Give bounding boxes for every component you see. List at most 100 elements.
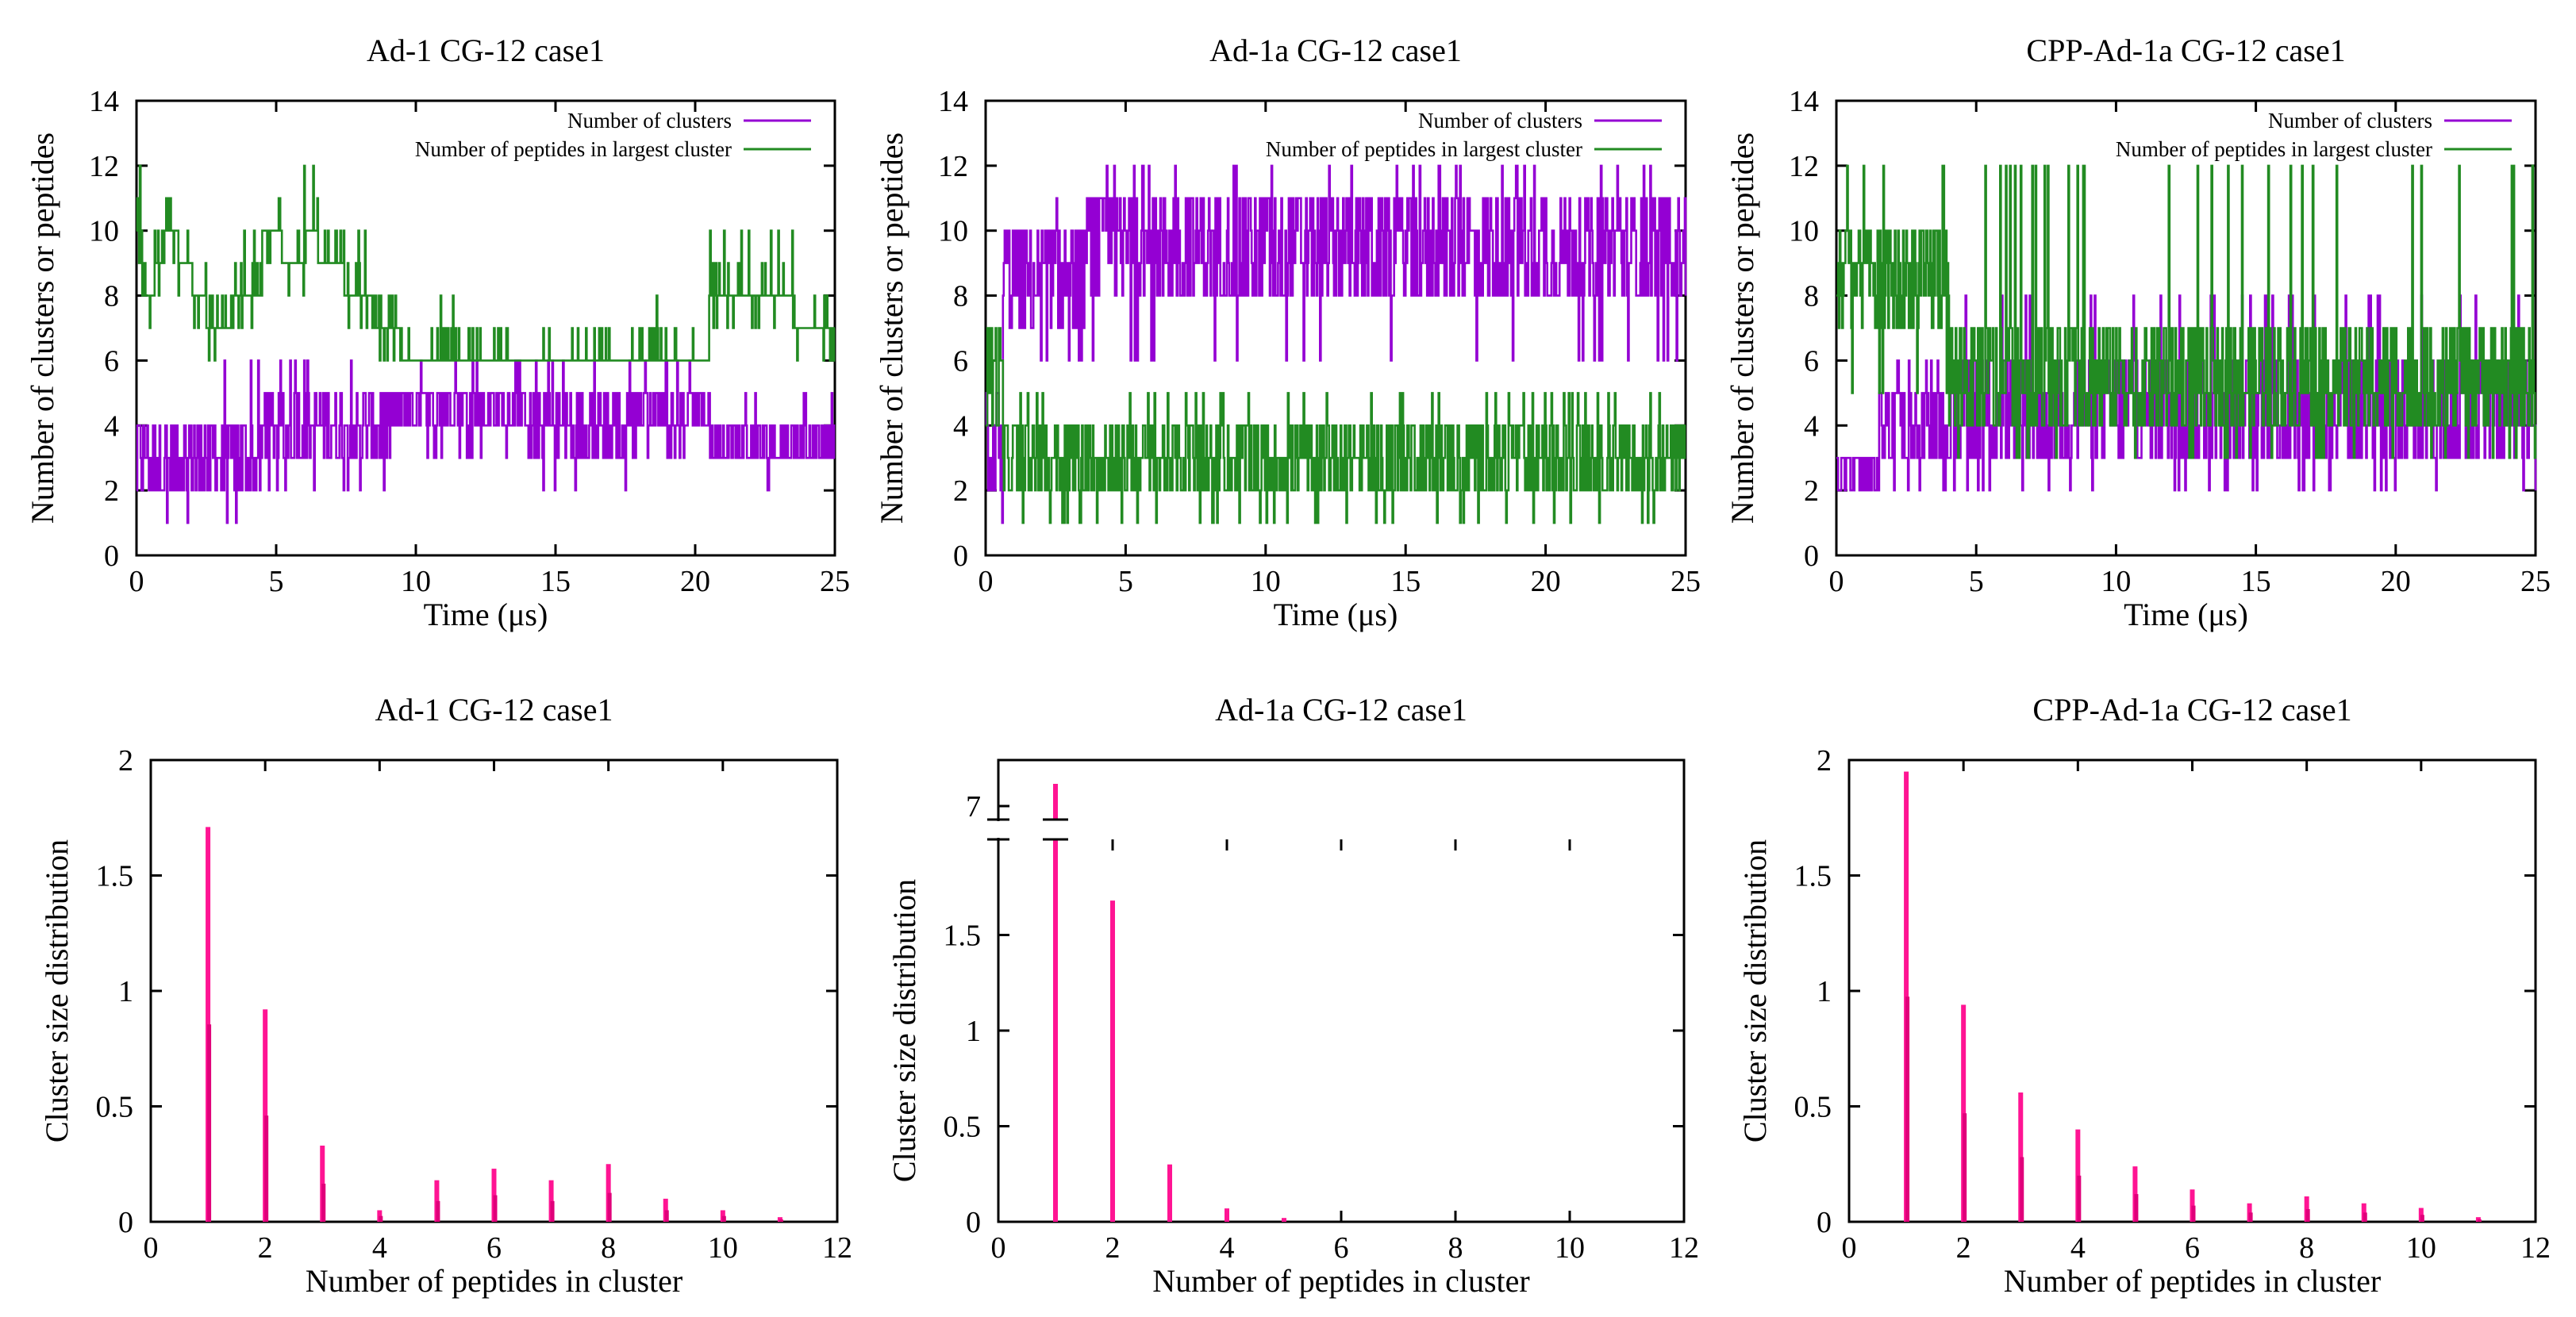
y-axis-label: Number of clusters or peptides <box>874 132 909 524</box>
x-tick-label: 6 <box>486 1231 502 1265</box>
y-tick-label: 8 <box>1804 280 1819 313</box>
y-tick-label: 10 <box>1789 215 1819 248</box>
bar-shade <box>321 1183 326 1222</box>
y-tick-label: 12 <box>1789 150 1819 183</box>
bar <box>1053 839 1058 1222</box>
bar-shade <box>2134 1194 2139 1222</box>
bar-shade <box>2020 1157 2024 1222</box>
chart-panel-3: CPP-Ad-1a CG-12 case1 0 5 10 15 20 25 0 2 4 6 8 10 12… <box>1724 33 2551 632</box>
y-tick-label: 4 <box>104 409 119 443</box>
bar-shade <box>607 1192 612 1222</box>
bar-shade <box>2477 1219 2482 1222</box>
x-tick-label: 2 <box>1956 1231 1971 1265</box>
y-tick-label: 1 <box>1817 975 1832 1008</box>
y-tick-label: 14 <box>89 85 119 118</box>
y-tick-label: 0 <box>966 1206 981 1239</box>
x-axis-label: Time (μs) <box>1274 597 1398 632</box>
y-tick-label: 0.5 <box>96 1091 134 1124</box>
plot-frame <box>984 99 1687 557</box>
x-tick-label: 0 <box>1842 1231 1857 1265</box>
x-tick-label: 8 <box>601 1231 616 1265</box>
chart-panel-5: Ad-1a CG-12 case1 0 2 4 6 8 10 12 0 0.5 1 1.5 Number… <box>886 692 1699 1299</box>
y-tick-label: 6 <box>104 344 119 378</box>
y-tick-label: 1 <box>118 975 133 1008</box>
axis-break-gap <box>994 821 1003 838</box>
chart-title: CPP-Ad-1a CG-12 case1 <box>2032 692 2351 728</box>
y-tick-label: 1.5 <box>96 860 134 893</box>
x-tick-label: 0 <box>144 1231 159 1265</box>
bar-shade <box>493 1195 498 1222</box>
y-tick-label: 2 <box>953 474 968 508</box>
bar-shade <box>2363 1212 2367 1222</box>
series-line <box>986 327 1686 524</box>
y-axis-label: Cluster size distribution <box>886 879 922 1182</box>
series-line <box>1836 164 2537 459</box>
y-tick-label: 2 <box>104 474 119 508</box>
x-tick-label: 10 <box>2101 565 2131 598</box>
y-tick-label: 0 <box>1804 539 1819 573</box>
x-tick-label: 10 <box>708 1231 738 1265</box>
x-axis-label: Time (μs) <box>424 597 548 632</box>
x-tick-label: 5 <box>269 565 284 598</box>
chart-panel-2: Ad-1a CG-12 case1 0 5 10 15 20 25 0 2 4 6 8 10 12 14 Ti… <box>874 33 1701 632</box>
bar-shade <box>379 1215 383 1222</box>
bar-shade <box>1905 996 1910 1222</box>
y-tick-label: 0 <box>953 539 968 573</box>
chart-title: Ad-1a CG-12 case1 <box>1215 692 1467 728</box>
y-tick-label: 4 <box>953 409 968 443</box>
chart-panel-4: Ad-1 CG-12 case1 0 2 4 6 8 10 12 0 0.5 1 1.5 2 Number… <box>39 692 852 1299</box>
y-tick-label-break: 7 <box>966 790 981 824</box>
y-tick-label: 6 <box>1804 344 1819 378</box>
x-tick-label: 8 <box>2299 1231 2314 1265</box>
y-tick-label: 10 <box>938 215 968 248</box>
plot-frame <box>1835 99 2537 557</box>
y-tick-label: 0.5 <box>944 1111 982 1144</box>
y-tick-label: 8 <box>953 280 968 313</box>
bar-shade <box>2305 1208 2310 1222</box>
chart-panel-1: Ad-1 CG-12 case1 0 5 10 15 20 25 0 2 4 6 8 10 12 14 Tim… <box>25 33 850 632</box>
y-axis-label: Cluster size distribution <box>39 839 75 1142</box>
x-tick-label: 8 <box>1448 1231 1463 1265</box>
x-tick-label: 25 <box>820 565 850 598</box>
y-axis-label: Cluster size distribution <box>1737 839 1773 1142</box>
x-tick-label: 0 <box>1829 565 1844 598</box>
chart-title: CPP-Ad-1a CG-12 case1 <box>2026 33 2345 68</box>
bar-shade <box>2191 1205 2196 1222</box>
x-tick-label: 12 <box>1669 1231 1699 1265</box>
bar-shade <box>721 1215 726 1222</box>
bar-shade <box>2420 1215 2424 1222</box>
legend-label: Number of peptides in largest cluster <box>2116 137 2432 161</box>
x-tick-label: 6 <box>2185 1231 2200 1265</box>
x-axis-label: Time (μs) <box>2124 597 2248 632</box>
bar-shade <box>2248 1212 2253 1222</box>
x-tick-label: 10 <box>401 565 431 598</box>
bar-shade <box>264 1115 269 1222</box>
y-tick-label: 2 <box>1817 744 1832 778</box>
bar-shade <box>436 1200 440 1222</box>
bar-upper <box>1053 784 1058 820</box>
x-tick-label: 2 <box>1105 1231 1121 1265</box>
plot-frame <box>997 758 1686 1223</box>
bar <box>1282 1218 1286 1222</box>
y-tick-label: 10 <box>89 215 119 248</box>
x-tick-label: 2 <box>258 1231 273 1265</box>
legend-label: Number of clusters <box>567 109 732 132</box>
x-tick-label: 6 <box>1334 1231 1349 1265</box>
y-tick-label: 1.5 <box>944 920 982 953</box>
y-tick-label: 14 <box>938 85 968 118</box>
x-tick-label: 15 <box>2241 565 2271 598</box>
y-tick-label: 2 <box>1804 474 1819 508</box>
y-tick-label: 1 <box>966 1015 981 1048</box>
bar-break-gap <box>1041 821 1070 838</box>
chart-title: Ad-1 CG-12 case1 <box>367 33 605 68</box>
y-tick-label: 8 <box>104 280 119 313</box>
x-axis-label: Number of peptides in cluster <box>2004 1263 2381 1299</box>
chart-title: Ad-1a CG-12 case1 <box>1209 33 1462 68</box>
x-tick-label: 12 <box>2520 1231 2551 1265</box>
legend-label: Number of clusters <box>2268 109 2432 132</box>
bar-shade <box>664 1210 669 1222</box>
y-tick-label: 0.5 <box>1794 1091 1832 1124</box>
bar-shade <box>1963 1113 1967 1222</box>
y-tick-label: 0 <box>104 539 119 573</box>
